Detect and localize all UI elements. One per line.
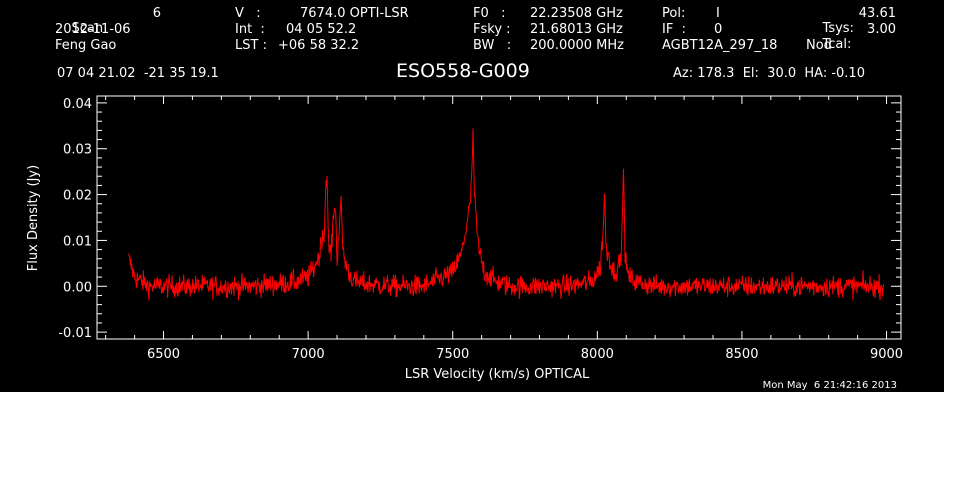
observer-name: Feng Gao	[55, 38, 117, 53]
bw-value: 200.0000 MHz	[530, 38, 624, 53]
y-axis: -0.01 0.00 0.01 0.02 0.03 0.04	[58, 97, 901, 341]
velocity-label: V :	[235, 6, 261, 21]
x-tick-label: 9000	[870, 347, 903, 362]
source-coordinates: 07 04 21.02 -21 35 19.1	[57, 66, 219, 81]
obs-date: 2012-11-06	[55, 22, 131, 37]
pointing-info: Az: 178.3 El: 30.0 HA: -0.10	[673, 66, 865, 81]
y-tick-label: 0.01	[63, 234, 92, 249]
spectrum-trace	[128, 128, 885, 301]
x-axis: 6500 7000 7500 8000 8500 9000	[105, 96, 903, 362]
tcal-label: Tcal:	[822, 37, 852, 52]
lst-value: +06 58 32.2	[278, 38, 360, 53]
if-label: IF :	[662, 22, 686, 37]
tsys-value: 43.61	[858, 6, 896, 21]
x-axis-label: LSR Velocity (km/s) OPTICAL	[405, 367, 590, 382]
x-tick-label: 7500	[436, 347, 469, 362]
x-tick-label: 8000	[581, 347, 614, 362]
tcal-value: 3.00	[867, 22, 896, 37]
plot-frame	[96, 95, 902, 340]
f0-value: 22.23508 GHz	[530, 6, 623, 21]
integration-label: Int :	[235, 22, 265, 37]
integration-value: 04 05 52.2	[286, 22, 357, 37]
lst-label: LST :	[235, 38, 267, 53]
fsky-value: 21.68013 GHz	[530, 22, 623, 37]
pol-value: I	[716, 6, 720, 21]
x-tick-label: 7000	[292, 347, 325, 362]
plot-window: Scan 6 2012-11-06 Feng Gao V : 7674.0 OPT…	[0, 0, 944, 392]
tsys-field: Tsys: 43.61	[806, 6, 896, 51]
y-tick-label: 0.03	[63, 143, 92, 158]
project-id: AGBT12A_297_18	[662, 38, 778, 53]
scan-field: Scan 6	[55, 6, 161, 51]
x-tick-label: 8500	[725, 347, 758, 362]
scan-label: Scan	[71, 21, 104, 36]
chart-title: ESO558-G009	[396, 60, 530, 82]
tcal-field: Tcal: 3.00	[806, 22, 896, 67]
velocity-value: 7674.0 OPTI-LSR	[300, 6, 409, 21]
scan-value: 6	[152, 6, 161, 21]
y-tick-label: 0.04	[63, 97, 92, 112]
fsky-label: Fsky :	[473, 22, 511, 37]
tsys-label: Tsys:	[822, 21, 854, 36]
bw-label: BW :	[473, 38, 512, 53]
y-tick-label: 0.00	[63, 280, 92, 295]
y-tick-label: 0.02	[63, 189, 92, 204]
y-axis-label: Flux Density (Jy)	[26, 165, 41, 271]
x-tick-label: 6500	[147, 347, 180, 362]
f0-label: F0 :	[473, 6, 506, 21]
obs-mode: Nod	[806, 38, 832, 53]
y-tick-label: -0.01	[58, 326, 92, 341]
plot-timestamp: Mon May 6 21:42:16 2013	[762, 380, 897, 391]
spectrum-chart: 6500 7000 7500 8000 8500 9000 -0.01 0.00 0.01 0.…	[26, 95, 903, 382]
pol-label: Pol:	[662, 6, 686, 21]
if-value: 0	[714, 22, 723, 37]
